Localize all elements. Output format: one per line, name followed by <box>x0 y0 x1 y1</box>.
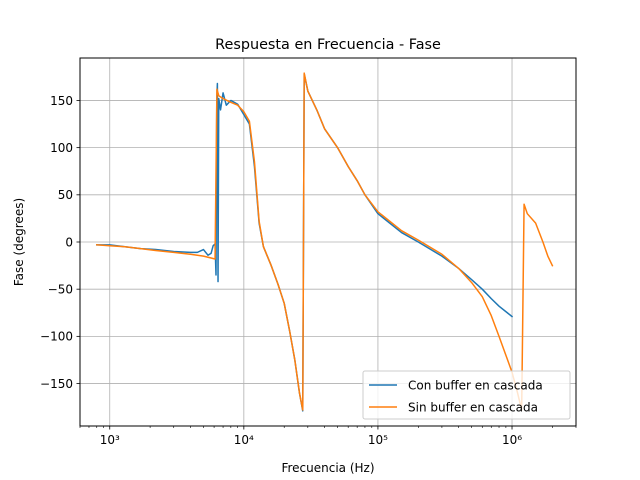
x-axis-ticks: 10³ 10⁴ 10⁵ 10⁶ <box>79 426 577 447</box>
series-layer <box>95 72 554 412</box>
legend: Con buffer en cascada Sin buffer en casc… <box>362 370 571 420</box>
chart-title: Respuesta en Frecuencia - Fase <box>215 37 441 53</box>
x-axis-label: Frecuencia (Hz) <box>281 461 374 475</box>
plot-frame <box>79 57 577 427</box>
legend-box <box>362 370 571 420</box>
y-tick-label: −150 <box>40 377 73 391</box>
y-axis-label: Fase (degrees) <box>12 198 26 286</box>
x-tick-label: 10³ <box>100 433 120 447</box>
y-axis-ticks: −150 −100 −50 0 50 100 150 <box>40 94 80 391</box>
x-tick-label: 10⁶ <box>502 433 522 447</box>
y-tick-label: 50 <box>58 188 73 202</box>
y-tick-label: 150 <box>50 94 73 108</box>
y-tick-label: −50 <box>48 282 73 296</box>
series-line-sin-buffer <box>95 72 554 411</box>
legend-label-con-buffer: Con buffer en cascada <box>408 379 543 393</box>
y-tick-label: 0 <box>65 235 73 249</box>
grid-lines <box>80 58 576 426</box>
y-tick-label: −100 <box>40 330 73 344</box>
y-tick-label: 100 <box>50 141 73 155</box>
x-tick-label: 10⁴ <box>234 433 254 447</box>
legend-label-sin-buffer: Sin buffer en cascada <box>408 401 538 415</box>
x-tick-label: 10⁵ <box>368 433 388 447</box>
